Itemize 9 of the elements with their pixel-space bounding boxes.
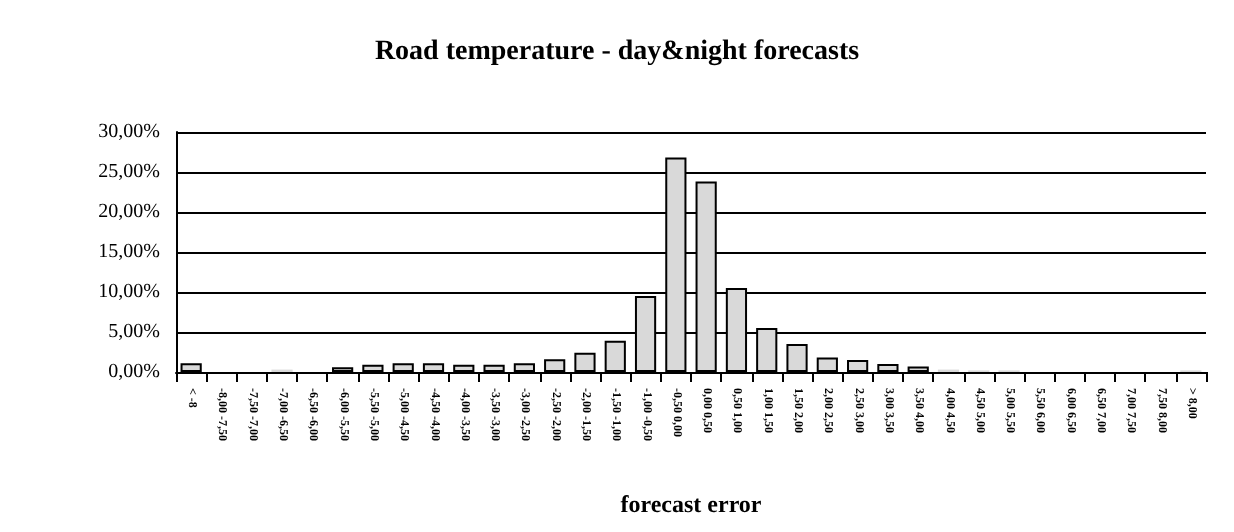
x-axis-title: forecast error <box>620 490 763 518</box>
chart-title: Road temperature - day&night forecasts <box>374 37 861 67</box>
y-tick-label: 30,00% <box>98 121 160 143</box>
y-tick-label: 0,00% <box>108 361 160 383</box>
y-tick-label: 10,00% <box>98 281 160 303</box>
y-tick-label: 5,00% <box>108 321 160 343</box>
y-tick-label: 20,00% <box>98 201 160 223</box>
y-tick-label: 25,00% <box>98 161 160 183</box>
y-tick-label: 15,00% <box>98 241 160 263</box>
